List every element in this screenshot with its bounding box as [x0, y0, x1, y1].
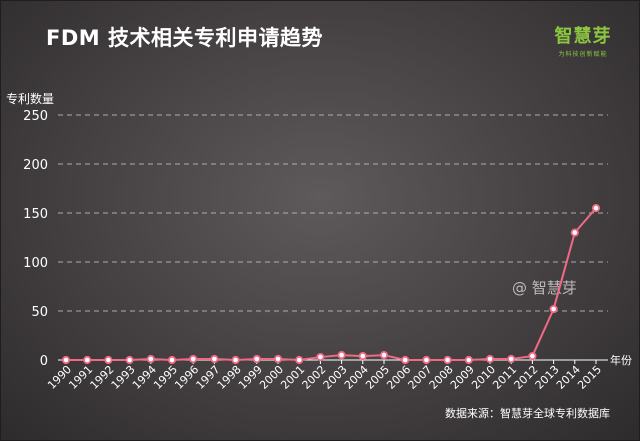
x-tick-label: 1998 — [215, 363, 244, 392]
data-point — [464, 355, 473, 365]
data-point — [358, 351, 367, 361]
x-tick-label: 1993 — [109, 363, 138, 392]
y-tick-label: 0 — [40, 354, 48, 369]
data-point — [273, 354, 283, 364]
y-tick-label: 150 — [23, 207, 48, 222]
x-tick-label: 1994 — [130, 363, 159, 392]
data-point — [210, 354, 219, 364]
brand-logo: 智慧芽 为科技创新赋能 — [548, 22, 618, 58]
data-point — [422, 355, 431, 365]
x-tick-label: 2008 — [427, 363, 456, 392]
chart-title: FDM 技术相关专利申请趋势 — [46, 26, 323, 50]
data-point — [61, 355, 71, 365]
x-tick-label: 2009 — [448, 363, 477, 392]
logo-tagline: 为科技创新赋能 — [558, 51, 608, 58]
data-point — [146, 354, 155, 364]
series-line — [66, 207, 597, 362]
data-point — [591, 204, 601, 213]
data-point — [507, 354, 516, 364]
data-point — [401, 355, 410, 365]
x-tick-label: 2013 — [533, 363, 562, 392]
logo-text: 智慧芽 — [554, 26, 612, 47]
data-point — [549, 304, 558, 314]
y-tick-label: 200 — [23, 158, 48, 173]
data-point — [231, 355, 240, 365]
data-point — [295, 355, 304, 365]
x-tick-label: 2014 — [554, 363, 583, 392]
data-point — [83, 355, 92, 365]
data-source-note: 数据来源：智慧芽全球专利数据库 — [445, 407, 610, 420]
data-point — [528, 351, 537, 361]
x-tick-label: 1992 — [88, 363, 117, 392]
data-point — [316, 352, 325, 362]
y-tick-label: 50 — [31, 305, 48, 320]
x-tick-label: 1997 — [194, 363, 223, 392]
x-tick-label: 1999 — [236, 363, 265, 392]
x-tick-label: 2004 — [342, 363, 371, 392]
data-point — [379, 350, 389, 360]
data-point — [252, 354, 261, 364]
x-tick-label: 2003 — [321, 363, 350, 392]
data-point — [443, 355, 452, 365]
data-point — [167, 355, 177, 365]
x-axis-label: 年份 — [610, 354, 632, 367]
x-tick-label: 2002 — [300, 363, 329, 392]
y-axis-label: 专利数量 — [6, 92, 55, 106]
x-tick-label: 2007 — [406, 363, 435, 392]
y-tick-label: 250 — [23, 109, 48, 124]
data-point — [337, 350, 346, 360]
y-tick-label: 100 — [23, 256, 48, 271]
x-tick-label: 2015 — [575, 363, 604, 392]
data-point — [485, 354, 495, 364]
data-point — [125, 355, 134, 365]
data-point — [189, 354, 198, 364]
data-point — [570, 228, 579, 237]
data-point — [104, 355, 113, 365]
